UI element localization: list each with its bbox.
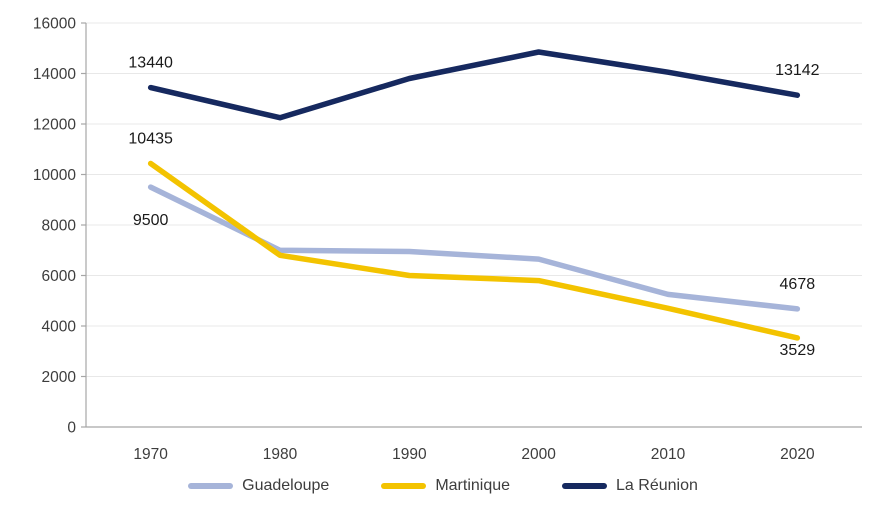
data-label: 4678	[780, 276, 816, 293]
y-axis-tick-label: 10000	[33, 167, 76, 184]
x-axis-tick-label: 2020	[780, 446, 815, 463]
y-axis-tick-label: 2000	[42, 369, 77, 386]
series-line-guadeloupe	[147, 184, 801, 312]
x-axis-tick-label: 2010	[651, 446, 686, 463]
legend-label-guadeloupe: Guadeloupe	[242, 477, 330, 494]
series-lines	[147, 49, 801, 341]
data-label: 10435	[128, 131, 173, 148]
legend-label-la-reunion: La Réunion	[616, 477, 698, 494]
y-axis-tick-label: 12000	[33, 117, 76, 134]
y-axis-tick-label: 6000	[42, 268, 77, 285]
y-axis-tick-label: 4000	[42, 319, 77, 336]
y-axis-tick-label: 0	[67, 420, 76, 437]
legend-swatch-la-reunion	[562, 483, 608, 489]
data-labels: 13440 10435 9500 13142 4678 3529	[128, 55, 819, 359]
data-label: 13440	[128, 55, 173, 72]
y-axis-tick-label: 14000	[33, 66, 76, 83]
legend-item-guadeloupe: Guadeloupe	[188, 478, 329, 494]
axes	[81, 22, 862, 428]
legend-label-martinique: Martinique	[435, 477, 511, 494]
x-axis-tick-label: 1990	[392, 446, 427, 463]
legend-swatch-martinique	[381, 483, 427, 489]
chart-legend: Guadeloupe Martinique La Réunion	[0, 478, 886, 494]
line-chart-svg: 0 2000 4000 6000 8000 10000 12000 14000 16000 197…	[33, 16, 862, 463]
data-label: 13142	[775, 62, 820, 79]
x-axis-tick-label: 1980	[263, 446, 298, 463]
series-line-martinique	[147, 160, 801, 341]
legend-swatch-guadeloupe	[188, 483, 234, 489]
data-label: 9500	[133, 212, 169, 229]
y-axis-tick-label: 8000	[42, 218, 77, 235]
y-axis-labels: 0 2000 4000 6000 8000 10000 12000 14000 16000	[33, 16, 76, 437]
legend-item-la-reunion: La Réunion	[562, 478, 698, 494]
x-axis-tick-label: 1970	[133, 446, 168, 463]
x-axis-tick-label: 2000	[521, 446, 556, 463]
y-axis-tick-label: 16000	[33, 16, 76, 33]
series-line-la-réunion	[147, 49, 801, 121]
data-label: 3529	[780, 342, 816, 359]
x-axis-labels: 1970 1980 1990 2000 2010 2020	[133, 446, 815, 463]
legend-item-martinique: Martinique	[381, 478, 510, 494]
